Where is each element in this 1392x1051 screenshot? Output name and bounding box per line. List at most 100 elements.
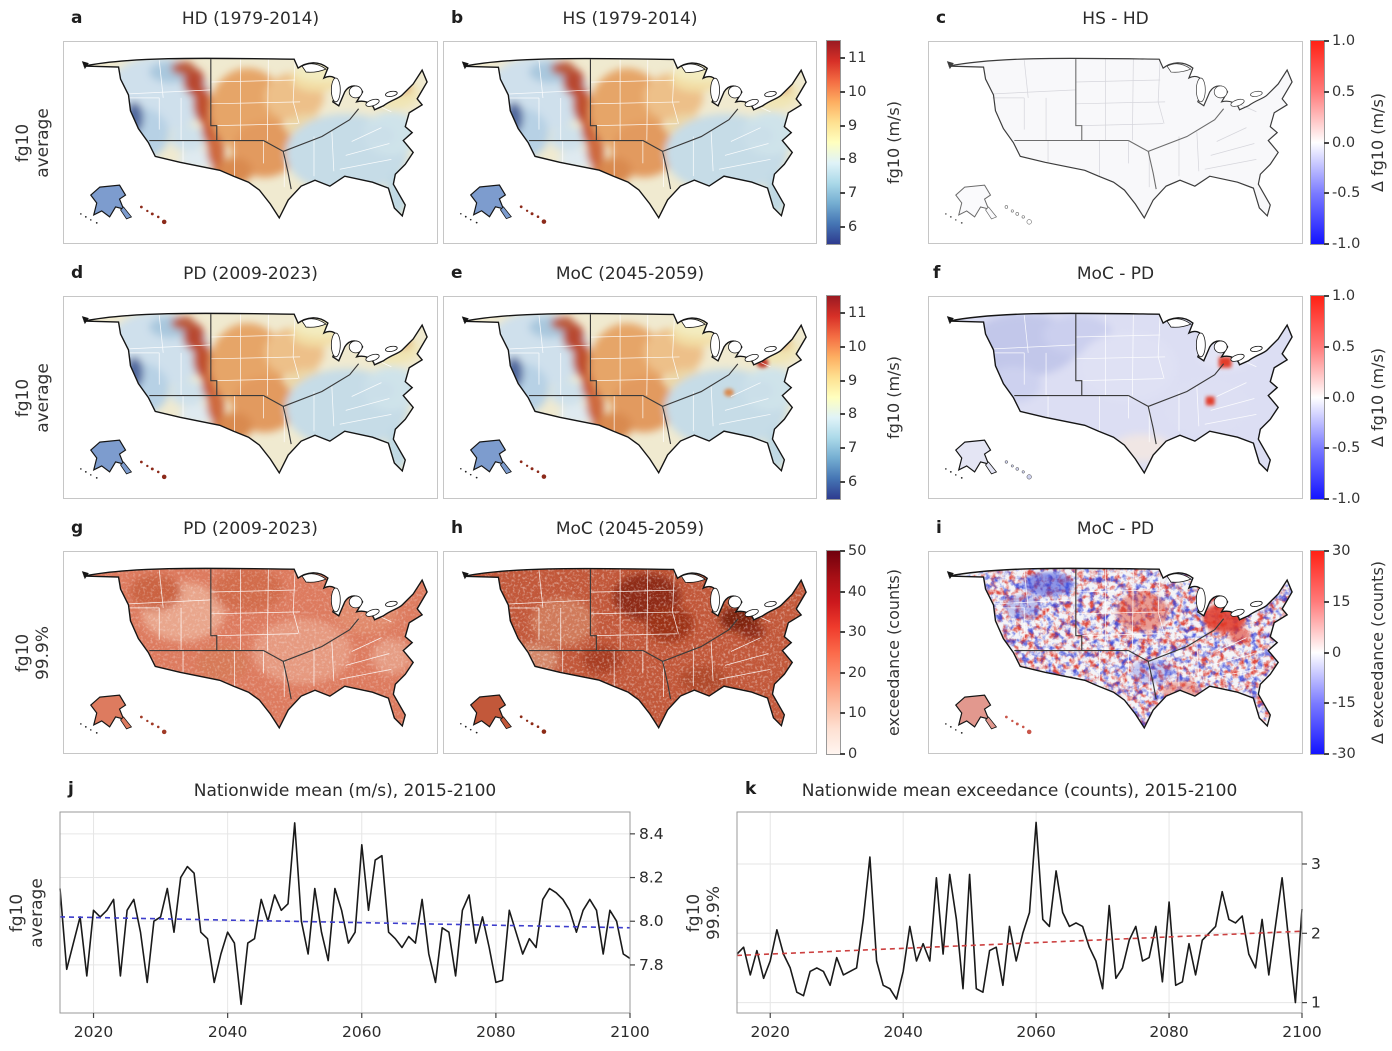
line-chart-j: 2020 2040 2060 2080 2100 7.8 8.0 8.2 8.4 [59, 811, 664, 1041]
colorbar-tick-mark [1324, 396, 1329, 399]
colorbar-tick-mark [1324, 90, 1329, 93]
panel-letter-k: k [745, 779, 757, 799]
map-panel-a [63, 41, 438, 244]
colorbar-tick-mark [840, 481, 845, 484]
y-tick-label: 2 [1311, 924, 1321, 942]
map-panel-c [928, 41, 1303, 244]
us-map-moc-minus-pd-average [945, 312, 1293, 480]
panel-title-a: HD (1979-2014) [181, 9, 320, 29]
panel-title-g: PD (2009-2023) [183, 519, 318, 539]
y-tick-label: 7.8 [639, 956, 664, 974]
row-label-average-2: fg10 average [13, 362, 53, 433]
panel-letter-e: e [451, 263, 463, 283]
colorbar-tick-label: 10 [848, 705, 867, 722]
y-tick-label: 8.2 [639, 869, 664, 887]
colorbar-gradient-delta-fg10 [1310, 40, 1325, 245]
colorbar-tick-label: 30 [848, 624, 867, 641]
colorbar-tick-mark [840, 311, 845, 314]
us-map-moc-minus-pd-exceedance [945, 567, 1293, 735]
colorbar-gradient-delta-fg10 [1310, 295, 1325, 500]
colorbar-label-fg10: fg10 (m/s) [884, 355, 904, 440]
colorbar-tick-label: 11 [848, 49, 867, 66]
colorbar-label-delta-fg10: Δ fg10 (m/s) [1368, 347, 1388, 448]
colorbar-tick-mark [840, 90, 845, 93]
colorbar-tick-mark [840, 226, 845, 229]
colorbar-tick-label: -0.5 [1332, 440, 1361, 457]
colorbar-fg10-row1: fg10 (m/s) 6 7 8 9 10 11 [826, 40, 923, 245]
colorbar-tick-label: -15 [1332, 695, 1356, 712]
x-tick-label: 2080 [1149, 1023, 1188, 1041]
colorbar-gradient-fg10 [826, 40, 841, 245]
panel-title-b: HS (1979-2014) [562, 9, 698, 29]
x-tick-label: 2080 [476, 1023, 515, 1041]
colorbar-tick-label: 1.0 [1332, 33, 1356, 49]
x-tick-label: 2020 [751, 1023, 790, 1041]
colorbar-tick-mark [1324, 295, 1329, 297]
colorbar-label-exceedance: exceedance (counts) [884, 568, 904, 737]
us-map-moc-average [460, 312, 807, 479]
row-label-average-1: fg10 average [13, 107, 53, 178]
colorbar-tick-mark [1324, 345, 1329, 348]
map-panel-g [63, 551, 438, 754]
colorbar-tick-label: -30 [1332, 746, 1356, 762]
map-panel-i [928, 551, 1303, 754]
colorbar-tick-mark [1324, 651, 1329, 654]
colorbar-tick-label: 50 [848, 543, 867, 559]
colorbar-tick-label: 30 [1332, 543, 1351, 559]
plot-frame [736, 811, 1303, 1014]
colorbar-tick-mark [1324, 447, 1329, 450]
us-map-moc-exceedance [460, 567, 807, 734]
chart-panel-j: 2020 2040 2060 2080 2100 7.8 8.0 8.2 8.4 [59, 811, 690, 1051]
us-map-hd-average [80, 57, 428, 225]
colorbar-tick-mark [1324, 702, 1329, 705]
colorbar-tick-label: 0.0 [1332, 389, 1356, 406]
colorbar-tick-label: 9 [848, 117, 858, 134]
map-panel-f [928, 296, 1303, 499]
x-tick-label: 2020 [74, 1023, 113, 1041]
panel-title-j: Nationwide mean (m/s), 2015-2100 [193, 781, 497, 801]
colorbar-tick-label: 1.0 [1332, 288, 1356, 304]
colorbar-tick-mark [1324, 141, 1329, 144]
colorbar-label-delta-exceedance: Δ exceedance (counts) [1368, 560, 1388, 745]
panel-letter-c: c [936, 8, 947, 28]
panel-letter-g: g [71, 518, 84, 538]
colorbar-tick-mark [840, 550, 845, 552]
colorbar-tick-label: -1.0 [1332, 236, 1361, 252]
line-chart-k: 2020 2040 2060 2080 2100 1 2 3 [736, 811, 1322, 1041]
colorbar-gradient-exceedance [826, 550, 841, 755]
us-map-hs-average [460, 57, 807, 224]
map-panel-e [443, 296, 817, 499]
panel-letter-j: j [68, 779, 74, 799]
colorbar-tick-mark [840, 712, 845, 715]
colorbar-tick-mark [1324, 753, 1329, 755]
panel-title-f: MoC - PD [1076, 264, 1155, 284]
y-tick-label: 8.0 [639, 912, 664, 930]
colorbar-tick-label: 0 [1332, 644, 1342, 661]
colorbar-tick-label: 0.0 [1332, 134, 1356, 151]
map-panel-h [443, 551, 817, 754]
colorbar-exceedance: exceedance (counts) 50 40 30 20 10 0 [826, 544, 923, 761]
map-panel-d [63, 296, 438, 499]
colorbar-tick-label: -0.5 [1332, 185, 1361, 202]
panel-letter-h: h [451, 518, 464, 538]
colorbar-tick-label: 6 [848, 219, 858, 236]
colorbar-tick-label: 40 [848, 583, 867, 600]
panel-letter-a: a [71, 8, 83, 28]
colorbar-tick-label: 7 [848, 440, 858, 457]
colorbar-tick-mark [840, 192, 845, 195]
panel-letter-i: i [936, 518, 942, 538]
panel-letter-b: b [451, 8, 464, 28]
row-label-999: fg10 99.9% [13, 625, 54, 680]
colorbar-tick-label: 0.5 [1332, 83, 1356, 100]
us-map-hs-minus-hd [945, 57, 1293, 225]
colorbar-tick-mark [1324, 600, 1329, 603]
colorbar-tick-label: 6 [848, 474, 858, 491]
colorbar-tick-label: 8 [848, 406, 858, 423]
colorbar-tick-mark [840, 158, 845, 161]
row-label-j: fg10 average [7, 877, 47, 948]
panel-title-d: PD (2009-2023) [183, 264, 318, 284]
colorbar-tick-label: 20 [848, 664, 867, 681]
panel-title-h: MoC (2045-2059) [555, 519, 705, 539]
trend-line-k [736, 930, 1303, 957]
colorbar-tick-mark [840, 447, 845, 450]
